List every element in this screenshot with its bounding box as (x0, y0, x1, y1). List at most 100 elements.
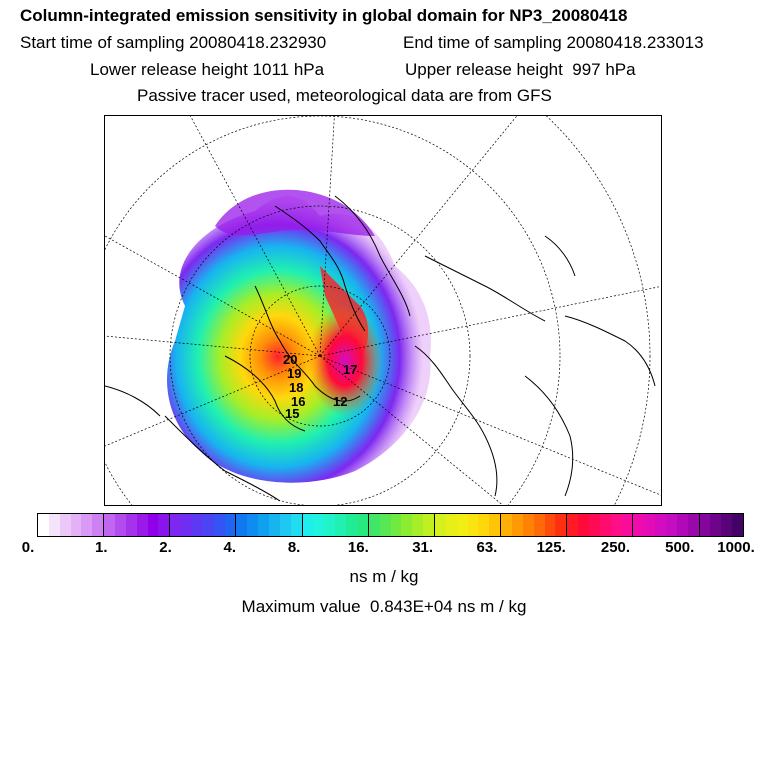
coastline (105, 385, 161, 417)
coastline (524, 375, 574, 497)
coastline (424, 255, 546, 322)
map-graticule (105, 116, 661, 505)
colorbar-swatch (81, 514, 93, 536)
colorbar-swatch (610, 514, 622, 536)
colorbar-swatch (467, 514, 479, 536)
colorbar-swatch (115, 514, 126, 536)
contour-label: 19 (287, 366, 301, 381)
colorbar-swatch (699, 514, 711, 536)
latitude-circle (545, 116, 651, 505)
colorbar-swatch (170, 514, 182, 536)
colorbar-swatch (633, 514, 645, 536)
colorbar-swatch (710, 514, 722, 536)
meridian-line (105, 355, 321, 447)
colorbar-swatch (202, 514, 214, 536)
colorbar-swatch (379, 514, 391, 536)
sensitivity-plume (167, 196, 431, 483)
colorbar-swatch (621, 514, 634, 536)
colorbar-swatch (269, 514, 280, 536)
colorbar-tick-label: 4. (223, 539, 237, 556)
contour-label: 17 (343, 362, 357, 377)
colorbar-swatch (224, 514, 237, 536)
meridian-line (190, 116, 321, 357)
colorbar-swatch (125, 514, 137, 536)
colorbar-tick-label: 2. (159, 539, 172, 556)
colorbar (37, 513, 744, 537)
colorbar-tick-label: 250. (600, 539, 631, 556)
colorbar-tick-label: 125. (536, 539, 566, 556)
colorbar-swatch (147, 514, 159, 536)
sensitivity-plume-north (215, 189, 375, 236)
plot-title: Column-integrated emission sensitivity i… (20, 6, 628, 25)
colorbar-swatch (588, 514, 600, 536)
colorbar-swatch (368, 514, 380, 536)
coastline (564, 315, 656, 387)
latitude-circle (169, 205, 471, 505)
coastline (414, 345, 498, 497)
colorbar-tick-label: 16. (347, 539, 369, 556)
colorbar-swatch (181, 514, 193, 536)
colorbar-swatch (213, 514, 225, 536)
colorbar-swatch (555, 514, 568, 536)
colorbar-swatch (92, 514, 105, 536)
colorbar-swatch (38, 514, 49, 536)
colorbar-swatch (533, 514, 545, 536)
lower-release-label: Lower release height 1011 hPa (90, 60, 325, 79)
tracer-note: Passive tracer used, meteorological data… (137, 86, 552, 105)
colorbar-tick-label: 63. (476, 539, 498, 556)
colorbar-swatch (478, 514, 490, 536)
coastline (224, 355, 306, 432)
colorbar-swatch (721, 514, 733, 536)
colorbar-swatch (313, 514, 325, 536)
latitude-circle (249, 285, 391, 427)
meridian-line (105, 235, 321, 357)
colorbar-swatch (158, 514, 171, 536)
colorbar-swatch (356, 514, 369, 536)
colorbar-swatch (501, 514, 512, 536)
colorbar-swatch (434, 514, 446, 536)
colorbar-swatch (655, 514, 666, 536)
colorbar-swatch (644, 514, 656, 536)
end-time-label: End time of sampling 20080418.233013 (403, 33, 704, 52)
start-time-label: Start time of sampling 20080418.232930 (20, 33, 327, 52)
colorbar-tick-label: 8. (287, 539, 301, 556)
colorbar-swatch (290, 514, 303, 536)
colorbar-swatch (732, 514, 743, 536)
meridian-line (319, 116, 518, 357)
colorbar-swatch (302, 514, 314, 536)
contour-label: 16 (291, 394, 305, 409)
colorbar-swatch (136, 514, 148, 536)
upper-release-label: Upper release height 997 hPa (405, 60, 636, 79)
colorbar-swatch (104, 514, 116, 536)
colorbar-swatch (324, 514, 336, 536)
colorbar-swatch (544, 514, 556, 536)
maximum-value-label: Maximum value 0.843E+04 ns m / kg (241, 597, 527, 616)
contour-labels: 20 19 18 16 15 12 17 (283, 352, 357, 421)
map-canvas: 20 19 18 16 15 12 17 (105, 116, 661, 505)
sensitivity-core (307, 306, 383, 416)
contour-label: 18 (289, 380, 303, 395)
colorbar-swatch (335, 514, 347, 536)
latitude-circle (105, 116, 561, 505)
colorbar-swatch (412, 514, 424, 536)
colorbar-swatch (676, 514, 688, 536)
colorbar-swatch (522, 514, 534, 536)
colorbar-swatch (258, 514, 270, 536)
emission-sensitivity-map: 20 19 18 16 15 12 17 (104, 115, 662, 506)
colorbar-swatch (665, 514, 677, 536)
colorbar-swatch (511, 514, 523, 536)
colorbar-swatch (567, 514, 579, 536)
meridian-line (319, 116, 335, 357)
colorbar-swatch (390, 514, 402, 536)
colorbar-swatch (687, 514, 700, 536)
colorbar-swatch (48, 514, 60, 536)
contour-label: 15 (285, 406, 299, 421)
coastline (544, 235, 576, 277)
colorbar-tick-label: 31. (412, 539, 434, 556)
coastline (274, 205, 366, 332)
colorbar-tick-label: 1000. (717, 539, 755, 556)
colorbar-tick-label: 0. (21, 539, 35, 556)
colorbar-swatch (59, 514, 71, 536)
contour-label: 12 (333, 394, 347, 409)
colorbar-swatch (445, 514, 457, 536)
